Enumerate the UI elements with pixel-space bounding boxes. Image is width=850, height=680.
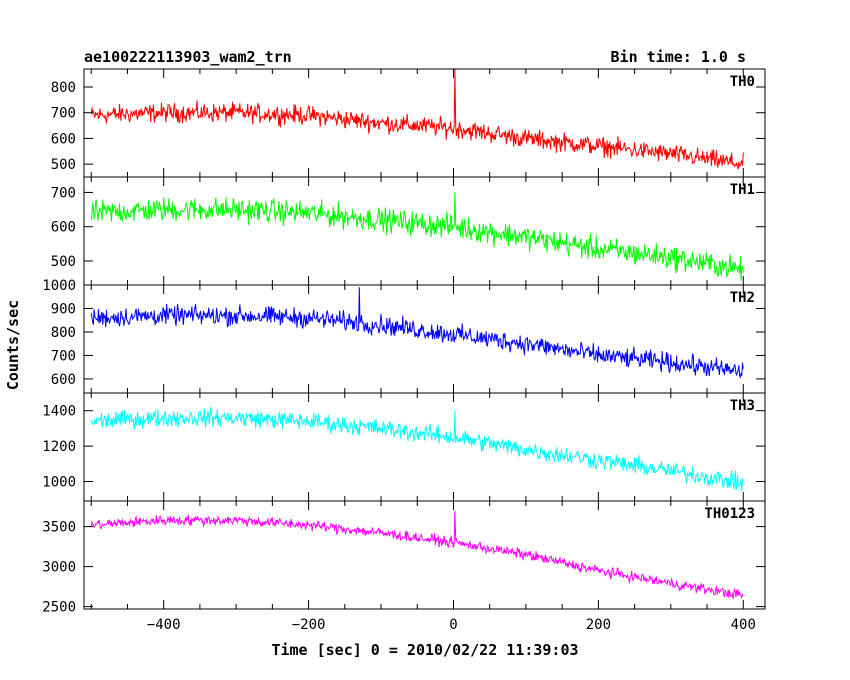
series-line-th2 <box>90 287 744 379</box>
y-tick-label: 1400 <box>42 404 76 420</box>
panel-th2: 600 700 800 900 1000 TH2 <box>42 278 766 394</box>
x-tick-label: 0 <box>449 617 457 633</box>
y-axis-label: Counts/sec <box>4 300 22 390</box>
y-tick-label: 2500 <box>42 600 76 616</box>
panel-th1: 500 600 700 TH1 <box>51 176 766 286</box>
panel-th0: 500 600 700 800 TH0 <box>51 68 766 178</box>
panel-frame <box>83 392 766 502</box>
series-line-th0 <box>90 69 744 170</box>
chart-title: ae100222113903_wam2_trn <box>84 48 292 66</box>
panels-group: 500 600 700 800 TH0 500 600 700 TH1 600 700 800 900 1… <box>42 68 766 633</box>
y-tick-label: 600 <box>51 372 76 388</box>
bin-time-label: Bin time: 1.0 s <box>611 48 746 66</box>
panel-name-th3: TH3 <box>730 398 755 414</box>
y-tick-label: 700 <box>51 185 76 201</box>
y-tick-label: 500 <box>51 157 76 173</box>
panel-name-th0: TH0 <box>730 74 755 90</box>
x-tick-label: −200 <box>292 617 326 633</box>
y-tick-label: 800 <box>51 80 76 96</box>
panel-th3: 1000 1200 1400 TH3 <box>42 392 766 502</box>
y-tick-label: 1000 <box>42 278 76 294</box>
series-line-th0123 <box>90 510 744 599</box>
y-tick-label: 600 <box>51 220 76 236</box>
x-axis-label: Time [sec] 0 = 2010/02/22 11:39:03 <box>271 641 578 659</box>
y-tick-label: 1000 <box>42 475 76 491</box>
x-tick-label: 200 <box>586 617 611 633</box>
series-line-th1 <box>90 192 744 281</box>
y-tick-label: 500 <box>51 254 76 270</box>
x-tick-label: 400 <box>731 617 756 633</box>
panel-name-th2: TH2 <box>730 290 755 306</box>
y-tick-label: 800 <box>51 325 76 341</box>
y-tick-label: 3000 <box>42 560 76 576</box>
y-tick-label: 700 <box>51 106 76 122</box>
y-tick-label: 700 <box>51 348 76 364</box>
series-line-th3 <box>90 406 744 491</box>
panel-frame <box>83 176 766 286</box>
x-tick-label: −400 <box>147 617 181 633</box>
panel-th0123: 2500 3000 3500 TH0123 <box>42 500 766 616</box>
y-tick-label: 1200 <box>42 439 76 455</box>
panel-name-th0123: TH0123 <box>704 506 755 522</box>
y-tick-label: 600 <box>51 131 76 147</box>
y-tick-label: 3500 <box>42 520 76 536</box>
y-tick-label: 900 <box>51 301 76 317</box>
panel-name-th1: TH1 <box>730 182 755 198</box>
panel-frame <box>83 284 766 394</box>
panel-frame <box>83 500 766 610</box>
